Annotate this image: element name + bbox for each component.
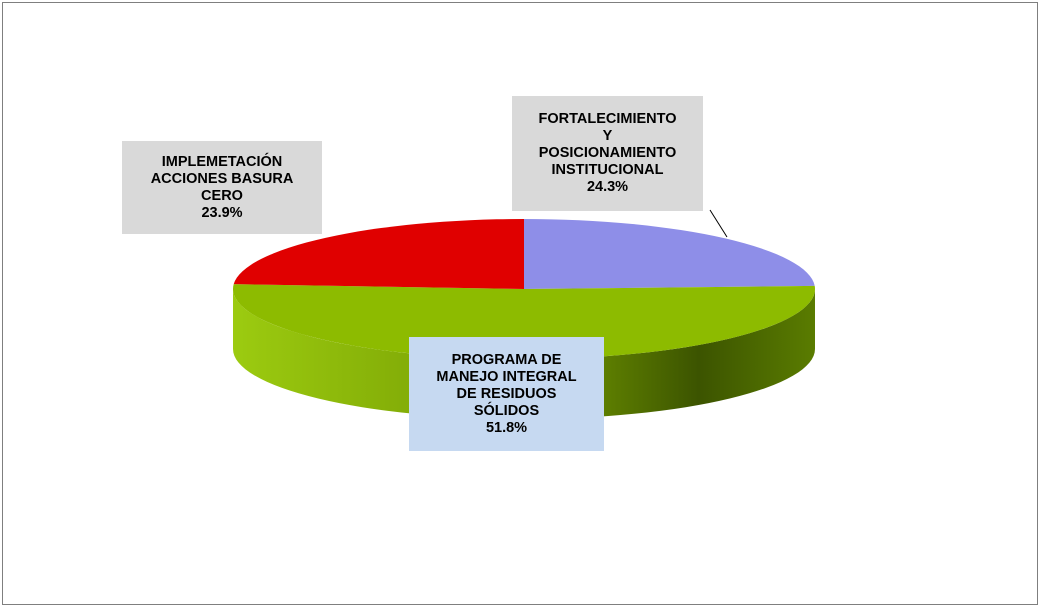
pie-slice-side <box>233 289 815 419</box>
slice-value-label: 51.8% <box>485 419 528 436</box>
label-line: IMPLEMETACIÓN <box>161 153 283 170</box>
label-line: Y <box>602 128 613 144</box>
pie-chart <box>232 209 815 419</box>
slice-value-label: 23.9% <box>201 204 243 221</box>
pie-slice <box>233 219 524 289</box>
slice-label-programa: PROGRAMA DE MANEJO INTEGRAL DE RESIDUOS … <box>409 337 604 451</box>
pie-slice <box>232 284 815 360</box>
label-line: CERO <box>201 187 243 204</box>
slice-value-label: 24.3% <box>586 179 629 195</box>
slice-label-fortalecimiento: FORTALECIMIENTO Y POSICIONAMIENTO INSTIT… <box>512 96 703 211</box>
label-line: PROGRAMA DE <box>451 351 562 368</box>
label-line: ACCIONES BASURA <box>150 170 294 187</box>
label-line: POSICIONAMIENTO <box>538 145 677 161</box>
label-line: MANEJO INTEGRAL <box>436 368 577 385</box>
label-line: DE RESIDUOS <box>456 385 557 402</box>
leader-line <box>709 209 728 238</box>
label-line: INSTITUCIONAL <box>551 162 664 178</box>
pie-slice <box>524 219 815 289</box>
label-line: FORTALECIMIENTO <box>538 111 677 127</box>
slice-label-implemetacion: IMPLEMETACIÓN ACCIONES BASURA CERO 23.9% <box>122 141 322 234</box>
label-line: SÓLIDOS <box>473 402 540 419</box>
